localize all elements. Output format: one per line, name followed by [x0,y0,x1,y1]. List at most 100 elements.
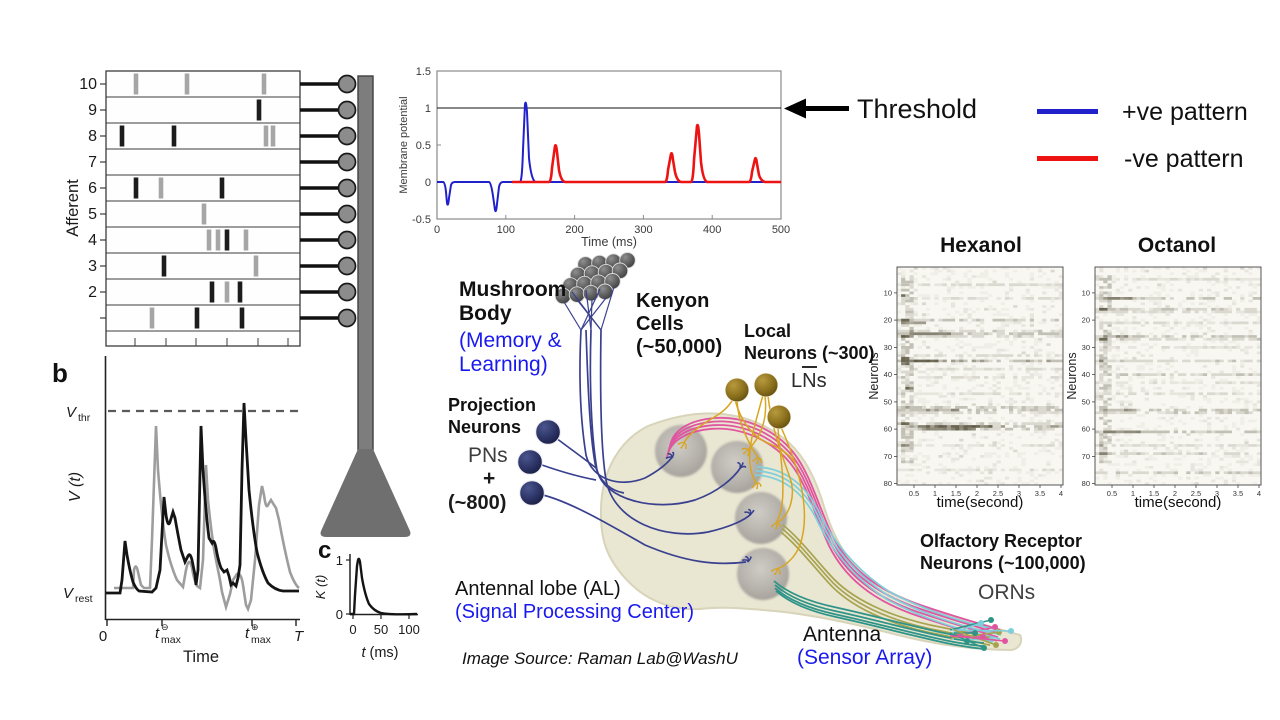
svg-text:70: 70 [884,452,892,461]
svg-text:Cells: Cells [636,313,684,335]
svg-text:2.5: 2.5 [1191,489,1201,498]
svg-text:LNs: LNs [791,370,827,392]
svg-text:0: 0 [349,622,356,637]
svg-text:max: max [161,634,182,646]
svg-text:-0.5: -0.5 [412,214,431,226]
svg-text:80: 80 [884,479,892,488]
svg-text:Mushroom: Mushroom [459,278,566,301]
svg-text:Membrane potential: Membrane potential [398,96,410,193]
svg-text:3: 3 [1017,489,1021,498]
svg-text:2: 2 [975,489,979,498]
svg-text:50: 50 [374,622,388,637]
svg-text:Olfactory Receptor: Olfactory Receptor [920,531,1082,551]
svg-text:Image Source: Raman Lab@WashU: Image Source: Raman Lab@WashU [462,649,739,668]
svg-text:Local: Local [744,321,791,341]
svg-text:1: 1 [425,103,431,115]
svg-text:c: c [318,537,331,564]
svg-text:0: 0 [434,224,440,236]
svg-text:(Signal Processing Center): (Signal Processing Center) [455,601,694,623]
svg-text:0: 0 [99,628,107,645]
svg-text:⊖: ⊖ [161,622,169,632]
svg-text:3: 3 [88,258,97,275]
svg-text:Antennal lobe (AL): Antennal lobe (AL) [455,578,621,600]
svg-text:5: 5 [88,206,97,223]
svg-text:T: T [294,628,305,645]
svg-text:rest: rest [75,593,93,605]
svg-text:60: 60 [884,425,892,434]
svg-text:0.5: 0.5 [416,140,431,152]
svg-text:1.5: 1.5 [1149,489,1159,498]
svg-text:0.5: 0.5 [909,489,919,498]
svg-text:50: 50 [1082,397,1090,406]
svg-text:4: 4 [1059,489,1063,498]
svg-text:300: 300 [634,224,652,236]
svg-text:10: 10 [79,76,97,93]
svg-text:Antenna: Antenna [803,623,882,646]
svg-text:(Sensor Array): (Sensor Array) [797,646,932,669]
svg-text:20: 20 [884,316,892,325]
svg-text:0: 0 [336,607,343,622]
svg-text:3.5: 3.5 [1233,489,1243,498]
svg-text:Neurons: Neurons [448,417,521,437]
svg-text:⊕: ⊕ [251,622,259,632]
svg-text:60: 60 [1082,425,1090,434]
svg-text:1.5: 1.5 [416,66,431,78]
svg-text:+ve pattern: +ve pattern [1122,98,1248,126]
svg-text:1: 1 [1131,489,1135,498]
svg-text:Neurons: Neurons [867,352,881,399]
svg-text:Afferent: Afferent [64,179,82,237]
svg-text:-ve pattern: -ve pattern [1124,145,1244,173]
svg-text:Time (ms): Time (ms) [581,235,637,249]
svg-text:2: 2 [1173,489,1177,498]
svg-text:Time: Time [183,648,219,666]
svg-text:max: max [251,634,272,646]
svg-text:2.5: 2.5 [993,489,1003,498]
svg-text:30: 30 [1082,343,1090,352]
svg-text:Kenyon: Kenyon [636,290,709,312]
svg-text:70: 70 [1082,452,1090,461]
svg-text:6: 6 [88,180,97,197]
svg-text:20: 20 [1082,316,1090,325]
svg-text:Neurons (~300): Neurons (~300) [744,343,875,363]
svg-text:PNs: PNs [468,444,508,467]
svg-text:4: 4 [1257,489,1261,498]
svg-text:1.5: 1.5 [951,489,961,498]
svg-text:t: t [155,625,160,642]
svg-text:400: 400 [703,224,721,236]
svg-text:K (t): K (t) [313,575,328,600]
svg-text:Threshold: Threshold [857,94,977,124]
svg-text:40: 40 [884,370,892,379]
svg-text:10: 10 [1082,288,1090,297]
svg-text:time(second): time(second) [937,494,1024,511]
svg-text:9: 9 [88,102,97,119]
svg-text:3: 3 [1215,489,1219,498]
svg-text:500: 500 [772,224,790,236]
svg-text:Neurons: Neurons [1065,352,1079,399]
svg-text:Hexanol: Hexanol [940,234,1022,257]
svg-text:4: 4 [88,232,97,249]
svg-text:1: 1 [336,553,343,568]
svg-text:Neurons (~100,000): Neurons (~100,000) [920,553,1086,573]
svg-text:+: + [483,467,495,490]
svg-text:V (t): V (t) [67,472,84,502]
svg-text:t: t [245,625,250,642]
svg-text:time(second): time(second) [1135,494,1222,511]
svg-text:7: 7 [88,154,97,171]
svg-text:t (ms): t (ms) [361,645,398,661]
svg-text:8: 8 [88,128,97,145]
svg-text:0.5: 0.5 [1107,489,1117,498]
svg-text:Projection: Projection [448,395,536,415]
svg-text:1: 1 [933,489,937,498]
svg-text:50: 50 [884,397,892,406]
svg-text:10: 10 [884,288,892,297]
svg-text:(~800): (~800) [448,492,506,514]
svg-text:200: 200 [565,224,583,236]
svg-text:100: 100 [398,622,420,637]
svg-text:ORNs: ORNs [978,581,1035,604]
svg-text:Learning): Learning) [459,353,548,376]
svg-text:Body: Body [459,302,512,325]
svg-text:V: V [66,404,78,421]
svg-text:V: V [63,585,75,602]
svg-text:100: 100 [497,224,515,236]
svg-text:30: 30 [884,343,892,352]
